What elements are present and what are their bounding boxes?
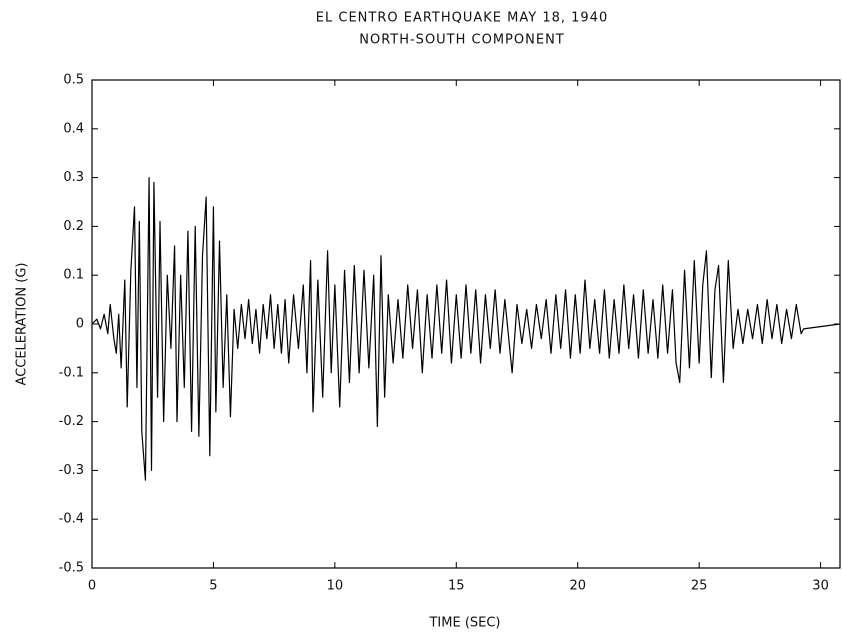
y-tick-label: 0.3 [63,170,84,185]
y-tick-label: 0 [76,317,84,332]
x-tick-label: 10 [327,579,344,594]
chart-subtitle: NORTH-SOUTH COMPONENT [359,33,565,48]
chart-title: EL CENTRO EARTHQUAKE MAY 18, 1940 [316,11,608,26]
y-tick-label: -0.5 [59,561,84,576]
plot-frame [91,79,841,569]
y-tick-label: -0.1 [59,365,84,380]
x-tick-label: 30 [812,579,829,594]
y-tick-label: 0.1 [63,268,84,283]
x-axis-label: TIME (SEC) [428,616,500,631]
y-tick-label: -0.2 [59,414,84,429]
x-tick-label: 25 [691,579,708,594]
y-tick-label: 0.2 [63,219,84,234]
x-tick-label: 15 [448,579,465,594]
x-tick-label: 0 [88,579,96,594]
y-tick-label: -0.3 [59,463,84,478]
trace-line [91,177,841,481]
x-tick-label: 20 [569,579,586,594]
y-tick-label: 0.4 [63,121,84,136]
y-axis-label: ACCELERATION (G) [15,263,30,386]
y-tick-label: 0.5 [63,73,84,88]
x-tick-label: 5 [209,579,217,594]
y-tick-label: -0.4 [59,512,84,527]
